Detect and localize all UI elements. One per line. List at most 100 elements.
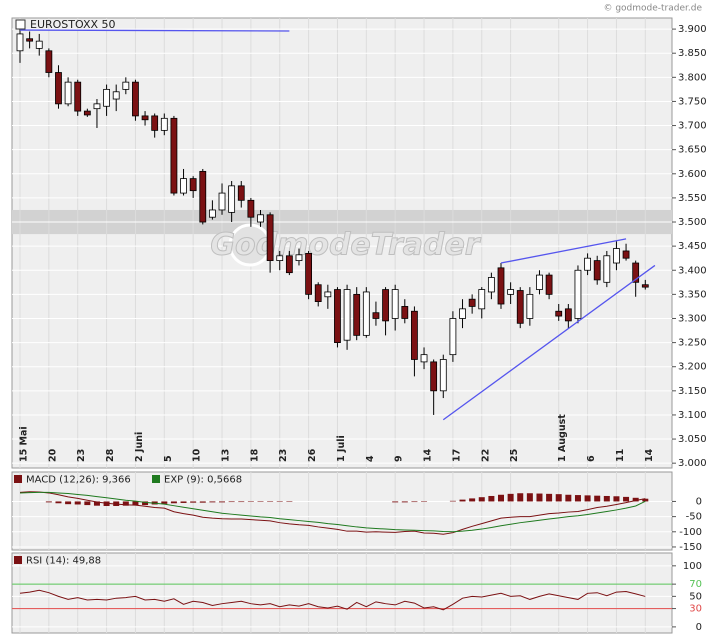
candle-body bbox=[555, 310, 563, 317]
candle-body bbox=[411, 310, 418, 360]
histogram-bar bbox=[623, 496, 630, 502]
y-tick-label: 100 bbox=[683, 561, 702, 572]
histogram-bar bbox=[142, 501, 149, 506]
x-tick-label: 10 bbox=[192, 448, 203, 462]
candle-body bbox=[324, 291, 332, 298]
histogram-bar bbox=[594, 495, 601, 502]
y-tick-label: 3.150 bbox=[678, 386, 707, 397]
histogram-bar bbox=[642, 498, 649, 502]
histogram-bar bbox=[170, 501, 177, 504]
histogram-bar bbox=[449, 500, 456, 502]
y-tick-label: 3.350 bbox=[678, 289, 707, 300]
panel bbox=[11, 17, 673, 469]
candle-body bbox=[103, 88, 110, 107]
candle-body bbox=[401, 306, 409, 319]
candle-body bbox=[632, 262, 640, 283]
histogram-bar bbox=[219, 501, 226, 503]
histogram-bar bbox=[603, 495, 610, 502]
x-tick-label: 18 bbox=[249, 448, 260, 462]
candle-body bbox=[247, 199, 255, 218]
candle-body bbox=[285, 255, 293, 274]
histogram-bar bbox=[401, 501, 408, 503]
candle-body bbox=[16, 33, 24, 52]
histogram-bar bbox=[613, 496, 620, 502]
candle-body bbox=[507, 289, 515, 295]
histogram-bar bbox=[632, 497, 639, 502]
candle-body bbox=[237, 185, 245, 201]
candle-body bbox=[208, 209, 216, 218]
candle-body bbox=[574, 269, 582, 319]
y-tick-label: 3.550 bbox=[678, 193, 707, 204]
x-tick-label: 4 bbox=[365, 455, 376, 462]
histogram-bar bbox=[536, 493, 543, 502]
y-tick-label: 3.650 bbox=[678, 145, 707, 156]
x-tick-label: 9 bbox=[394, 455, 405, 462]
legend-label: RSI (14): 49,88 bbox=[26, 556, 101, 567]
histogram-bar bbox=[392, 501, 399, 503]
watermark: GodmodeTrader bbox=[210, 228, 481, 263]
panel bbox=[11, 552, 673, 634]
candle-body bbox=[545, 274, 553, 295]
histogram-bar bbox=[267, 501, 274, 502]
histogram-bar bbox=[238, 501, 245, 503]
x-tick-label: 6 bbox=[586, 455, 597, 462]
candle-body bbox=[593, 260, 601, 281]
candle-body bbox=[276, 255, 284, 262]
source: © godmode-trader.de bbox=[603, 4, 702, 14]
x-tick-label: 20 bbox=[47, 448, 58, 462]
histogram-bar bbox=[286, 501, 293, 502]
histogram-bar bbox=[584, 495, 591, 502]
y-tick-label: 3.850 bbox=[678, 48, 707, 59]
candle-body bbox=[420, 354, 428, 363]
x-tick-label: 25 bbox=[509, 449, 520, 462]
histogram-bar bbox=[132, 501, 139, 506]
histogram-bar bbox=[190, 501, 197, 503]
candle-body bbox=[189, 178, 197, 192]
histogram-bar bbox=[122, 501, 129, 506]
candle-body bbox=[93, 103, 101, 110]
histogram-bar bbox=[507, 493, 514, 502]
candle-body bbox=[160, 117, 168, 131]
x-tick-label: 2 Juni bbox=[134, 432, 145, 462]
candle-body bbox=[151, 115, 159, 131]
y-tick-label: 3.800 bbox=[678, 72, 707, 83]
candle-body bbox=[64, 81, 72, 105]
candle-body bbox=[343, 289, 351, 341]
candle-body bbox=[83, 110, 91, 116]
histogram-bar bbox=[517, 493, 524, 502]
histogram-bar bbox=[55, 501, 62, 504]
y-tick-label: 3.500 bbox=[678, 217, 707, 228]
candle-body bbox=[564, 308, 572, 322]
x-tick-label: 17 bbox=[451, 449, 462, 462]
y-tick-label: 3.200 bbox=[678, 362, 707, 373]
candle-body bbox=[526, 293, 534, 319]
trendline bbox=[19, 29, 290, 32]
legend-swatch bbox=[152, 475, 160, 483]
x-tick-label: 1 Juli bbox=[336, 435, 347, 462]
candle-body bbox=[132, 81, 139, 117]
candle-body bbox=[45, 50, 53, 73]
x-tick-label: 22 bbox=[480, 449, 491, 462]
y-tick-label: 0 bbox=[696, 496, 702, 507]
histogram-bar bbox=[84, 501, 91, 506]
y-tick-label: 3.400 bbox=[678, 265, 707, 276]
x-tick-label: 1 August bbox=[557, 414, 568, 462]
candle-body bbox=[266, 214, 274, 262]
candle-body bbox=[391, 289, 399, 319]
y-tick-label: 3.100 bbox=[678, 410, 707, 421]
histogram-bar bbox=[74, 501, 81, 505]
x-tick-label: 26 bbox=[307, 448, 318, 462]
candle-body bbox=[362, 291, 370, 336]
candle-body bbox=[170, 117, 178, 194]
candle-body bbox=[613, 248, 620, 264]
y-tick-label: 3.250 bbox=[678, 338, 707, 349]
histogram-bar bbox=[488, 495, 495, 502]
candle-body bbox=[228, 185, 236, 213]
candle-body bbox=[641, 284, 649, 288]
y-tick-label: 3.750 bbox=[678, 96, 707, 107]
histogram-bar bbox=[276, 501, 283, 502]
series-line bbox=[19, 491, 646, 535]
y-tick-label: 3.300 bbox=[678, 313, 707, 324]
histogram-bar bbox=[411, 501, 418, 503]
histogram-bar bbox=[228, 501, 235, 503]
